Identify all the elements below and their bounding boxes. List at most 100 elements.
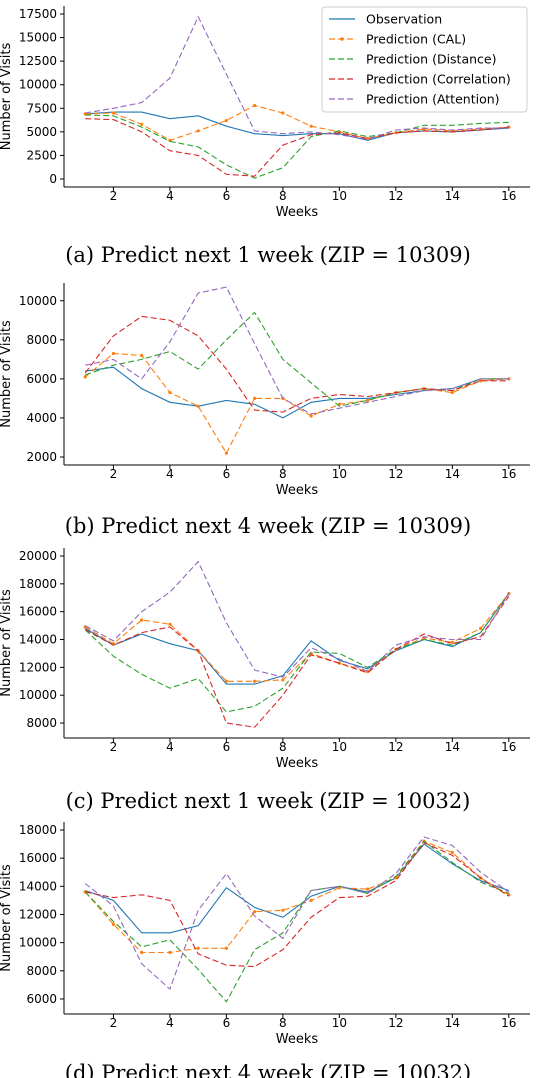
legend-box [321,6,528,113]
legend-label-prediction-cal: Prediction (CAL) [366,32,466,47]
y-tick-label: 12000 [19,660,57,674]
chart-caption: (a) Predict next 1 week (ZIP = 10309) [65,243,471,267]
x-tick-label: 16 [501,740,516,754]
x-tick-label: 14 [445,740,460,754]
y-tick-label: 2000 [26,450,57,464]
series-line-observation [85,366,509,419]
chart-panel-3: 8000 10000 12000 14000 16000 18000 20000 2 4 6 8 10… [0,548,530,813]
series-line-prediction-cal [85,104,509,141]
legend: Observation Prediction (CAL) Prediction (D… [321,6,528,113]
data-point-prediction-cal [83,375,87,379]
data-point-prediction-cal [366,887,370,891]
data-point-prediction-cal [309,414,313,418]
y-tick-label: 10000 [19,936,57,950]
data-point-prediction-cal [140,950,144,955]
data-point-prediction-cal [224,946,228,950]
x-axis-label: Weeks [276,1032,319,1047]
legend-label-prediction-distance: Prediction (Distance) [366,52,496,67]
series-line-prediction-distance [84,593,510,713]
data-point-prediction-cal [450,850,454,855]
data-point-prediction-cal [253,103,257,108]
y-tick-label: 8000 [26,964,57,978]
legend-label-prediction-attention: Prediction (Attention) [366,92,500,107]
x-tick-label: 2 [110,467,118,481]
x-tick-label: 6 [223,189,231,203]
x-tick-label: 2 [110,740,118,754]
x-tick-label: 10 [332,189,347,203]
y-tick-label: 0 [49,172,57,186]
chart-caption: (b) Predict next 4 week (ZIP = 10309) [65,514,471,538]
x-tick-label: 14 [445,467,460,481]
y-tick-label: 6000 [26,992,57,1006]
y-tick-label: 8000 [26,333,57,347]
data-point-prediction-cal [111,111,116,115]
x-tick-label: 2 [110,1016,118,1030]
data-point-prediction-cal [366,398,370,402]
x-tick-label: 10 [332,740,347,754]
data-point-prediction-cal [253,679,257,683]
data-point-prediction-cal [111,351,116,356]
x-tick-label: 10 [332,1016,347,1030]
data-point-prediction-cal [281,111,285,115]
y-tick-label: 16000 [19,851,57,865]
data-point-prediction-cal [224,118,228,123]
chart-panel-4: 6000 8000 10000 12000 14000 16000 18000 2 4 6 8 10 1… [0,822,530,1078]
data-point-prediction-cal [309,124,313,128]
data-point-prediction-cal [253,396,257,401]
series-line-prediction-attention [84,836,510,991]
data-point-prediction-cal [507,377,511,381]
y-tick-label: 12000 [19,907,57,921]
x-tick-label: 16 [501,189,516,203]
series-line-prediction-distance [84,840,510,1003]
x-tick-label: 6 [223,467,231,481]
x-tick-label: 8 [279,740,287,754]
data-point-prediction-cal [281,908,285,912]
data-point-prediction-cal [450,640,454,644]
x-axis-label: Weeks [276,756,319,771]
y-tick-label: 14000 [19,879,57,893]
series-line-prediction-cal [84,593,510,682]
series-line-prediction-attention [85,15,509,140]
series-line-observation [84,593,510,685]
legend-label-observation: Observation [366,12,442,27]
chart-caption: (d) Predict next 4 week (ZIP = 10032) [65,1061,471,1078]
x-tick-label: 12 [388,467,403,481]
x-tick-label: 8 [279,467,287,481]
series-line-prediction-cal [84,352,509,455]
y-tick-label: 20000 [19,549,57,563]
y-tick-label: 2500 [26,148,57,162]
x-tick-label: 12 [388,189,403,203]
data-point-prediction-cal [196,946,200,950]
series-line-prediction-cal [84,840,510,954]
series-line-prediction-attention [84,560,510,678]
series-line-prediction-distance [85,114,509,179]
series-line-observation [85,111,509,141]
x-tick-label: 12 [388,740,403,754]
data-point-prediction-cal [478,626,483,630]
x-tick-label: 16 [501,1016,516,1030]
data-point-prediction-cal [168,950,172,955]
y-axis-label: Number of Visits [0,589,14,697]
x-tick-label: 8 [279,189,287,203]
data-point-prediction-cal [196,404,200,408]
x-tick-label: 4 [166,740,174,754]
x-tick-label: 4 [166,1016,174,1030]
x-tick-label: 6 [223,1016,231,1030]
x-tick-label: 10 [332,467,347,481]
series-line-prediction-attention [85,286,509,415]
x-tick-label: 4 [166,189,174,203]
legend-marker-prediction-cal [340,37,344,41]
data-point-prediction-cal [224,679,228,683]
y-tick-label: 10000 [19,294,57,308]
data-point-prediction-cal [196,129,200,133]
data-point-prediction-cal [140,618,144,622]
y-axis-label: Number of Visits [0,320,14,428]
data-point-prediction-cal [309,898,313,903]
y-tick-label: 18000 [19,823,57,837]
data-point-prediction-cal [140,353,144,358]
chart-panel-2: 2000 4000 6000 8000 10000 2 4 6 8 10 12 14 16 Weeks Nu… [0,283,530,538]
y-tick-label: 10000 [19,78,57,92]
y-tick-label: 10000 [19,688,57,702]
x-tick-label: 2 [110,189,118,203]
y-tick-label: 4000 [26,411,57,425]
